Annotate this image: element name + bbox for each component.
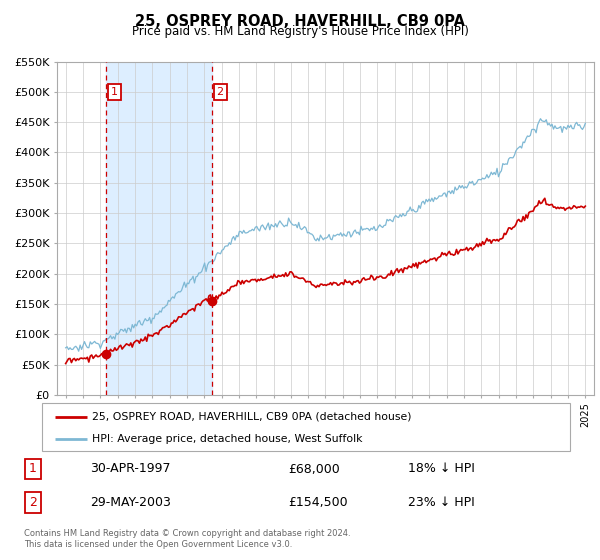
Text: 30-APR-1997: 30-APR-1997: [90, 463, 170, 475]
Text: 1: 1: [111, 87, 118, 97]
Bar: [106, 62, 212, 395]
Text: Price paid vs. HM Land Registry's House Price Index (HPI): Price paid vs. HM Land Registry's House …: [131, 25, 469, 38]
Text: 1: 1: [29, 463, 37, 475]
Text: Contains HM Land Registry data © Crown copyright and database right 2024.: Contains HM Land Registry data © Crown c…: [24, 529, 350, 538]
Text: 25, OSPREY ROAD, HAVERHILL, CB9 0PA (detached house): 25, OSPREY ROAD, HAVERHILL, CB9 0PA (det…: [92, 412, 412, 422]
Text: 2: 2: [217, 87, 224, 97]
Text: 18% ↓ HPI: 18% ↓ HPI: [408, 463, 475, 475]
Text: 2: 2: [29, 496, 37, 509]
Text: 23% ↓ HPI: 23% ↓ HPI: [408, 496, 475, 509]
Text: This data is licensed under the Open Government Licence v3.0.: This data is licensed under the Open Gov…: [24, 540, 292, 549]
Text: HPI: Average price, detached house, West Suffolk: HPI: Average price, detached house, West…: [92, 434, 362, 444]
Text: 25, OSPREY ROAD, HAVERHILL, CB9 0PA: 25, OSPREY ROAD, HAVERHILL, CB9 0PA: [135, 14, 465, 29]
Text: £68,000: £68,000: [288, 463, 340, 475]
Text: £154,500: £154,500: [288, 496, 347, 509]
FancyBboxPatch shape: [42, 403, 570, 451]
Text: 29-MAY-2003: 29-MAY-2003: [90, 496, 171, 509]
